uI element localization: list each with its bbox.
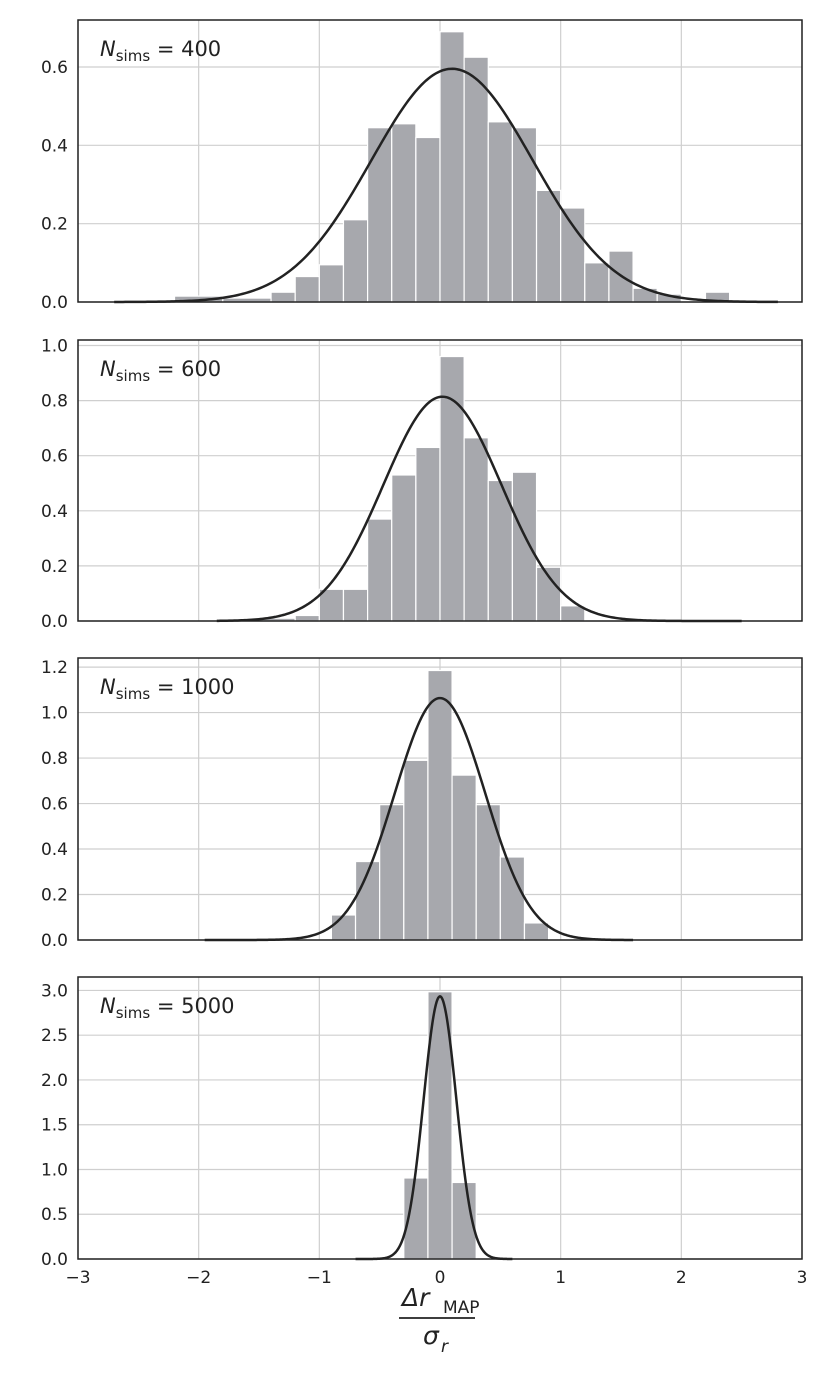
sample-size-annotation: Nsims = 5000 xyxy=(100,994,235,1022)
histogram-bar xyxy=(391,474,417,622)
histogram-bar xyxy=(342,219,369,303)
annotation-subscript: sims xyxy=(116,47,151,65)
histogram-bar xyxy=(451,774,477,941)
y-tick-label: 1.0 xyxy=(41,704,68,724)
y-tick-label: 0.6 xyxy=(41,58,68,78)
histogram-panel-4: 0.0 0.5 1.0 1.5 2.0 2.5 3.0 Nsims = 5000 −3 −2 −1 0… xyxy=(41,976,808,1288)
histogram-bar xyxy=(342,588,369,622)
annotation-symbol: N xyxy=(100,675,116,699)
histogram-bar xyxy=(367,127,393,303)
annotation-symbol: N xyxy=(100,994,116,1018)
x-tick-label: −2 xyxy=(186,1268,211,1288)
x-tick-label: 2 xyxy=(676,1268,687,1288)
histogram-bar xyxy=(367,518,393,622)
x-tick-label: 0 xyxy=(435,1268,446,1288)
x-tick-label: −1 xyxy=(307,1268,332,1288)
histogram-panel-1: 0.0 0.2 0.4 0.6 Nsims = 400 xyxy=(41,19,803,313)
y-tick-label: 2.5 xyxy=(41,1026,68,1046)
y-tick-label: 0.8 xyxy=(41,749,68,769)
histogram-panel-2: 0.0 0.2 0.4 0.6 0.8 1.0 Nsims = 600 xyxy=(41,337,803,632)
annotation-symbol: N xyxy=(100,37,116,61)
histogram-bar xyxy=(584,262,610,303)
y-tick-label: 0.0 xyxy=(41,293,68,313)
panels-group: 0.0 0.2 0.4 0.6 Nsims = 400 0.0 0.2 0.4 0.6 0.8 1.… xyxy=(41,19,808,1288)
y-tick-label: 0.6 xyxy=(41,447,68,467)
histogram-bar xyxy=(391,123,417,303)
histogram-bar xyxy=(523,922,550,941)
histogram-bar xyxy=(511,127,538,303)
histogram-bar xyxy=(511,471,538,622)
y-tick-label: 0.6 xyxy=(41,795,68,815)
annotation-value: = 5000 xyxy=(150,994,234,1018)
y-tick-label: 1.0 xyxy=(41,337,68,357)
y-tick-label: 0.8 xyxy=(41,392,68,412)
histogram-bar xyxy=(439,31,465,303)
annotation-subscript: sims xyxy=(116,367,151,385)
y-tick-label: 1.0 xyxy=(41,1160,68,1180)
y-tick-label: 1.5 xyxy=(41,1116,68,1136)
axes-frame xyxy=(77,19,803,303)
x-label-denominator: σ xyxy=(423,1321,440,1350)
annotation-value: = 600 xyxy=(150,357,221,381)
histogram-bar xyxy=(330,914,357,941)
annotation-value: = 1000 xyxy=(150,675,234,699)
sample-size-annotation: Nsims = 400 xyxy=(100,37,221,65)
y-tick-label: 0.4 xyxy=(41,502,68,522)
histogram-panel-3: 0.0 0.2 0.4 0.6 0.8 1.0 1.2 Nsims = 1000 xyxy=(41,657,803,951)
histogram-bar xyxy=(560,207,586,303)
y-tick-label: 0.5 xyxy=(41,1205,68,1225)
histogram-bar xyxy=(379,804,405,941)
sample-size-annotation: Nsims = 1000 xyxy=(100,675,235,703)
x-tick-label: −3 xyxy=(65,1268,90,1288)
annotation-subscript: sims xyxy=(116,685,151,703)
axes-frame xyxy=(77,976,803,1260)
sample-size-annotation: Nsims = 600 xyxy=(100,357,221,385)
histogram-bar xyxy=(403,759,429,941)
y-tick-label: 0.2 xyxy=(41,886,68,906)
x-label-numerator-sub: MAP xyxy=(443,1298,480,1318)
histogram-bar xyxy=(487,121,513,303)
histogram-bar xyxy=(427,669,453,941)
histogram-bar xyxy=(475,804,501,941)
histogram-bar xyxy=(463,437,489,622)
x-tick-label: 1 xyxy=(555,1268,566,1288)
histogram-bar xyxy=(415,136,441,303)
y-tick-label: 0.4 xyxy=(41,136,68,156)
histogram-bar xyxy=(294,614,320,622)
histogram-bar xyxy=(294,275,320,303)
histogram-bar xyxy=(270,291,296,303)
annotation-symbol: N xyxy=(100,357,116,381)
y-tick-label: 0.2 xyxy=(41,557,68,577)
y-tick-label: 0.0 xyxy=(41,931,68,951)
y-tick-label: 1.2 xyxy=(41,658,68,678)
y-tick-label: 0.0 xyxy=(41,612,68,632)
histogram-bar xyxy=(318,264,345,303)
x-tick-label: 3 xyxy=(797,1268,808,1288)
x-axis-label: Δr MAP σ r xyxy=(399,1283,480,1357)
annotation-subscript: sims xyxy=(116,1004,151,1022)
histogram-bar xyxy=(318,588,345,622)
y-tick-label: 2.0 xyxy=(41,1071,68,1091)
x-label-denominator-sub: r xyxy=(441,1337,449,1357)
x-label-numerator: Δr xyxy=(400,1283,431,1312)
histogram-bar xyxy=(427,991,453,1260)
axes-frame xyxy=(77,339,803,622)
axes-frame xyxy=(77,657,803,941)
y-tick-label: 0.0 xyxy=(41,1250,68,1270)
annotation-value: = 400 xyxy=(150,37,221,61)
histogram-bar xyxy=(499,856,526,941)
histogram-bar xyxy=(535,189,562,303)
y-tick-label: 0.2 xyxy=(41,215,68,235)
y-tick-label: 3.0 xyxy=(41,981,68,1001)
gaussian-fit-line xyxy=(114,67,778,304)
histogram-bar xyxy=(415,446,441,622)
y-tick-label: 0.4 xyxy=(41,840,68,860)
histogram-bar xyxy=(463,56,489,303)
